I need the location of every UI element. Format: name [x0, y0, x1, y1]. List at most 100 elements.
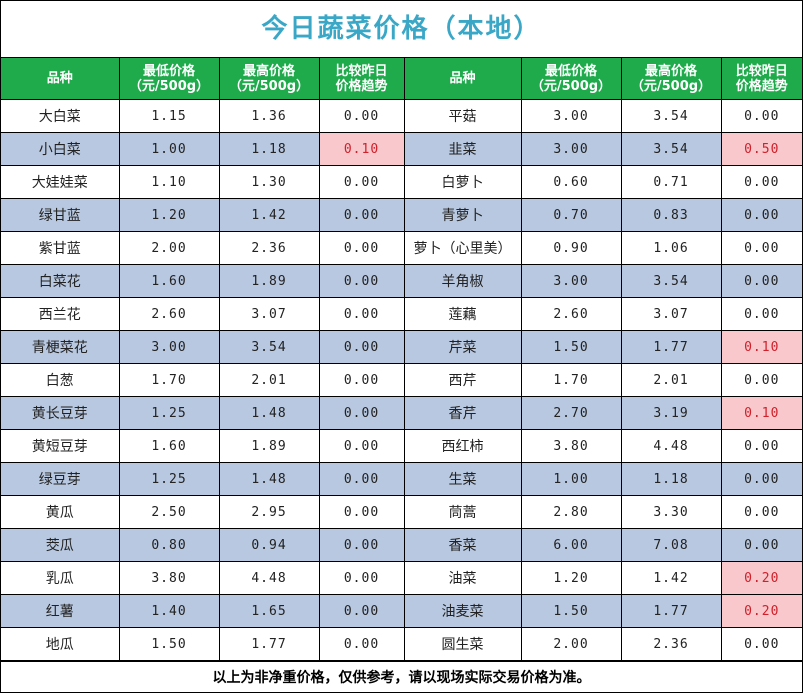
cell-name: 绿豆芽	[1, 462, 120, 496]
cell-name: 圆生菜	[403, 627, 522, 661]
cell-change: 0.00	[720, 264, 802, 298]
table-row: 白菜花 1.60 1.89 0.00 羊角椒 3.00 3.54 0.00	[1, 264, 802, 298]
cell-name: 青梗菜花	[1, 330, 120, 364]
cell-low-price: 2.70	[520, 396, 622, 430]
cell-high-price: 1.30	[218, 165, 320, 199]
cell-name: 红薯	[1, 594, 120, 628]
cell-high-price: 4.48	[218, 561, 320, 595]
cell-high-price: 3.54	[218, 330, 320, 364]
cell-change: 0.00	[318, 264, 405, 298]
cell-low-price: 2.00	[520, 627, 622, 661]
cell-low-price: 3.00	[520, 99, 622, 133]
cell-name: 萝卜（心里美）	[403, 231, 522, 265]
cell-high-price: 1.48	[218, 462, 320, 496]
cell-change: 0.00	[318, 231, 405, 265]
table-row: 绿甘蓝 1.20 1.42 0.00 青萝卜 0.70 0.83 0.00	[1, 198, 802, 232]
cell-name: 羊角椒	[403, 264, 522, 298]
cell-low-price: 1.60	[118, 264, 220, 298]
cell-name: 黄长豆芽	[1, 396, 120, 430]
cell-change: 0.10	[720, 330, 802, 364]
cell-change: 0.20	[720, 594, 802, 628]
cell-low-price: 1.50	[118, 627, 220, 661]
cell-name: 莲藕	[403, 297, 522, 331]
cell-low-price: 1.20	[118, 198, 220, 232]
cell-name: 黄瓜	[1, 495, 120, 529]
cell-high-price: 2.36	[218, 231, 320, 265]
cell-name: 香芹	[403, 396, 522, 430]
cell-name: 油菜	[403, 561, 522, 595]
cell-high-price: 1.42	[218, 198, 320, 232]
cell-low-price: 1.50	[520, 594, 622, 628]
cell-low-price: 0.80	[118, 528, 220, 562]
cell-change: 0.00	[318, 396, 405, 430]
cell-change: 0.00	[720, 165, 802, 199]
cell-low-price: 1.00	[118, 132, 220, 166]
cell-name: 小白菜	[1, 132, 120, 166]
cell-low-price: 3.80	[520, 429, 622, 463]
cell-low-price: 1.20	[520, 561, 622, 595]
cell-name: 香菜	[403, 528, 522, 562]
cell-change: 0.00	[318, 561, 405, 595]
cell-name: 平菇	[403, 99, 522, 133]
cell-low-price: 1.40	[118, 594, 220, 628]
cell-high-price: 2.36	[620, 627, 722, 661]
cell-name: 大白菜	[1, 99, 120, 133]
cell-change: 0.00	[720, 297, 802, 331]
table-row: 白葱 1.70 2.01 0.00 西芹 1.70 2.01 0.00	[1, 363, 802, 397]
header-low-left: 最低价格 （元/500g）	[118, 58, 220, 100]
header-trend-right: 比较昨日 价格趋势	[720, 58, 802, 100]
cell-high-price: 1.77	[620, 594, 722, 628]
table-row: 红薯 1.40 1.65 0.00 油麦菜 1.50 1.77 0.20	[1, 594, 802, 628]
table-row: 乳瓜 3.80 4.48 0.00 油菜 1.20 1.42 0.20	[1, 561, 802, 595]
table-row: 西兰花 2.60 3.07 0.00 莲藕 2.60 3.07 0.00	[1, 297, 802, 331]
header-high-right: 最高价格 （元/500g）	[620, 58, 722, 100]
cell-low-price: 0.70	[520, 198, 622, 232]
cell-change: 0.10	[318, 132, 405, 166]
cell-low-price: 1.00	[520, 462, 622, 496]
cell-low-price: 1.70	[520, 363, 622, 397]
table-row: 地瓜 1.50 1.77 0.00 圆生菜 2.00 2.36 0.00	[1, 627, 802, 661]
cell-low-price: 1.70	[118, 363, 220, 397]
cell-name: 生菜	[403, 462, 522, 496]
cell-low-price: 3.00	[520, 132, 622, 166]
cell-change: 0.00	[318, 99, 405, 133]
cell-high-price: 1.06	[620, 231, 722, 265]
cell-high-price: 0.83	[620, 198, 722, 232]
cell-name: 茭瓜	[1, 528, 120, 562]
header-name-left: 品种	[1, 58, 120, 100]
cell-high-price: 0.94	[218, 528, 320, 562]
cell-high-price: 4.48	[620, 429, 722, 463]
header-high-left: 最高价格 （元/500g）	[218, 58, 320, 100]
cell-change: 0.00	[720, 495, 802, 529]
cell-change: 0.00	[720, 363, 802, 397]
cell-name: 韭菜	[403, 132, 522, 166]
cell-name: 西芹	[403, 363, 522, 397]
cell-high-price: 3.30	[620, 495, 722, 529]
cell-change: 0.00	[318, 495, 405, 529]
cell-low-price: 0.90	[520, 231, 622, 265]
cell-name: 西红柿	[403, 429, 522, 463]
cell-name: 油麦菜	[403, 594, 522, 628]
cell-high-price: 3.07	[218, 297, 320, 331]
cell-change: 0.00	[720, 627, 802, 661]
table-row: 绿豆芽 1.25 1.48 0.00 生菜 1.00 1.18 0.00	[1, 462, 802, 496]
cell-low-price: 2.00	[118, 231, 220, 265]
cell-low-price: 1.60	[118, 429, 220, 463]
cell-low-price: 3.00	[118, 330, 220, 364]
cell-change: 0.00	[720, 429, 802, 463]
cell-low-price: 2.80	[520, 495, 622, 529]
cell-name: 西兰花	[1, 297, 120, 331]
cell-change: 0.20	[720, 561, 802, 595]
table-row: 黄长豆芽 1.25 1.48 0.00 香芹 2.70 3.19 0.10	[1, 396, 802, 430]
cell-change: 0.00	[318, 363, 405, 397]
cell-high-price: 2.01	[620, 363, 722, 397]
header-low-right: 最低价格 （元/500g）	[520, 58, 622, 100]
cell-high-price: 1.18	[620, 462, 722, 496]
cell-change: 0.00	[720, 462, 802, 496]
cell-name: 绿甘蓝	[1, 198, 120, 232]
cell-name: 茼蒿	[403, 495, 522, 529]
cell-change: 0.00	[318, 330, 405, 364]
cell-low-price: 3.00	[520, 264, 622, 298]
cell-name: 大娃娃菜	[1, 165, 120, 199]
cell-name: 白萝卜	[403, 165, 522, 199]
